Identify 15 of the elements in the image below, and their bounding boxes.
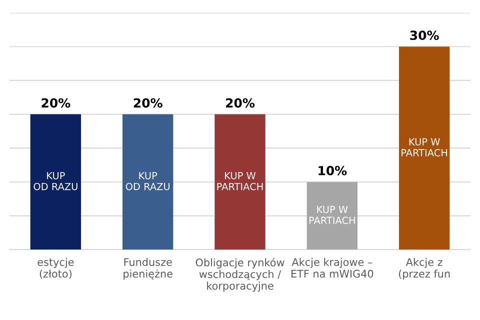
x-tick-label: Fundusze pieniężne bbox=[124, 258, 172, 280]
annotation: KUP W PARTIACH bbox=[402, 138, 448, 156]
x-tick-label: Akcje krajowe – ETF na mWIG40 bbox=[291, 258, 374, 278]
data-label: 30% bbox=[410, 30, 439, 40]
data-label: 20% bbox=[42, 98, 70, 108]
data-label: 20% bbox=[226, 98, 255, 108]
annotation: KUP W PARTIACH bbox=[309, 206, 355, 224]
data-label: 20% bbox=[134, 98, 162, 108]
x-tick-label: Obligacje rynków wschodzących / korporacyjne bbox=[196, 258, 284, 292]
x-tick-label: estycje (złoto) bbox=[38, 258, 74, 279]
annotation: KUP OD RAZU bbox=[34, 172, 78, 190]
data-label: 10% bbox=[318, 166, 347, 176]
x-tick-label: Akcje z (przez fun bbox=[398, 258, 450, 280]
annotation: KUP OD RAZU bbox=[126, 172, 170, 190]
annotation: KUP W PARTIACH bbox=[217, 172, 263, 190]
